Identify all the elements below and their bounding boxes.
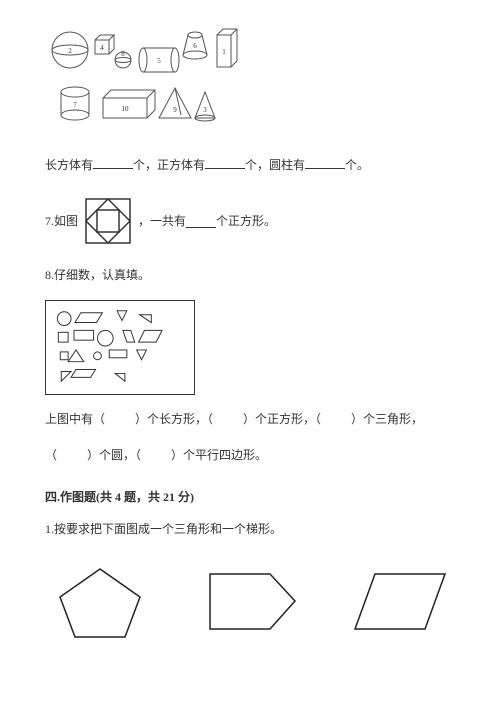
svg-text:7: 7 <box>73 101 77 109</box>
svg-text:2: 2 <box>68 47 72 55</box>
svg-text:6: 6 <box>193 42 197 50</box>
t: ）个圆，（ <box>87 448 141 462</box>
squares-figure <box>78 191 138 251</box>
q6-mid2: 个，圆柱有 <box>245 158 305 172</box>
q6-suffix: 个。 <box>345 158 369 172</box>
blank <box>305 155 345 169</box>
svg-text:4: 4 <box>100 44 104 52</box>
t: 上图中有（ <box>45 412 105 426</box>
arrow-pentagon-shape <box>195 559 305 644</box>
section4-title: 四.作图题(共 4 题，共 21 分) <box>45 488 455 505</box>
q4-1-text: 1.按要求把下面图成一个三角形和一个梯形。 <box>45 519 455 541</box>
q7-suffix: 个正方形。 <box>216 212 276 229</box>
q8-label: 8.仔细数，认真填。 <box>45 265 455 287</box>
svg-text:10: 10 <box>122 105 130 113</box>
blank <box>186 214 216 228</box>
t: （ <box>45 448 57 462</box>
q6-prefix: 长方体有 <box>45 158 93 172</box>
q7-mid: ，一共有 <box>138 212 186 229</box>
q6-text: 长方体有 个，正方体有 个，圆柱有 个。 <box>45 155 455 177</box>
solids-figure: 2 4 8 5 6 1 7 10 9 3 <box>45 20 455 140</box>
svg-text:8: 8 <box>121 50 125 58</box>
q8-fill-line1: 上图中有（ ）个长方形，（ ）个正方形，（ ）个三角形， <box>45 409 455 431</box>
svg-text:1: 1 <box>222 48 226 56</box>
parallelogram-shape <box>345 559 455 644</box>
shapes-box <box>45 300 455 395</box>
t: ）个平行四边形。 <box>171 448 267 462</box>
pentagon-shape <box>45 559 155 644</box>
svg-text:5: 5 <box>157 57 161 65</box>
q7-prefix: 7.如图 <box>45 212 78 229</box>
t: ）个三角形， <box>351 412 423 426</box>
blank <box>93 155 133 169</box>
q8-fill-line2: （ ）个圆，（ ）个平行四边形。 <box>45 445 455 467</box>
t: ）个正方形，（ <box>243 412 321 426</box>
svg-text:3: 3 <box>203 106 207 114</box>
q7-row: 7.如图 ，一共有 个正方形。 <box>45 191 455 251</box>
draw-shapes-row <box>45 559 455 644</box>
t: ）个长方形，（ <box>135 412 213 426</box>
q6-mid1: 个，正方体有 <box>133 158 205 172</box>
blank <box>205 155 245 169</box>
svg-text:9: 9 <box>173 106 177 114</box>
